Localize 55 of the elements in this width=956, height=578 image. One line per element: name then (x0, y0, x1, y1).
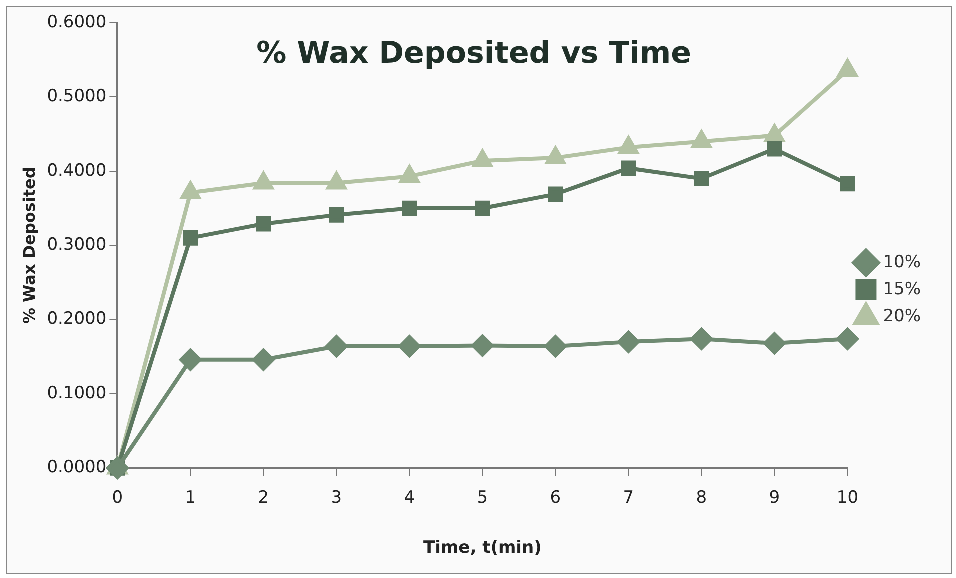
y-tick-label: 0.3000 (47, 235, 107, 256)
legend-label: 20% (883, 306, 922, 326)
point (764, 124, 785, 142)
point (621, 160, 636, 176)
x-tick-label: 2 (258, 488, 270, 508)
point (472, 334, 494, 357)
point (256, 216, 272, 232)
legend-label: 15% (883, 279, 922, 300)
point (180, 182, 200, 200)
y-tick-label: 0.1000 (47, 383, 107, 404)
x-axis-title: Time, t(min) (424, 538, 542, 558)
y-tick-label: 0.0000 (47, 458, 107, 478)
point (326, 172, 346, 190)
point (180, 348, 202, 371)
point (764, 332, 786, 355)
x-tick-label: 9 (769, 488, 780, 508)
point (398, 336, 421, 358)
point (618, 331, 640, 354)
x-tick-label: 0 (112, 488, 124, 508)
point (183, 230, 198, 246)
point (326, 336, 348, 358)
x-tick-label: 6 (550, 488, 562, 508)
point (472, 150, 492, 168)
point (767, 141, 782, 157)
x-tick-label: 10 (836, 488, 859, 508)
point (544, 336, 567, 358)
y-tick-label: 0.2000 (47, 309, 107, 330)
x-tick-label: 4 (404, 488, 416, 508)
x-tick-label: 8 (696, 488, 708, 508)
point (836, 328, 859, 350)
y-tick-label: 0.4000 (47, 160, 107, 181)
point (106, 457, 129, 480)
point (252, 348, 275, 371)
point (400, 166, 420, 184)
legend-label: 10% (883, 252, 922, 272)
point (546, 147, 566, 165)
point (402, 200, 418, 216)
x-tick-label: 1 (185, 488, 196, 508)
point (329, 208, 344, 223)
point (838, 59, 858, 77)
y-axis-title: % Wax Deposited (20, 167, 39, 324)
point (618, 136, 638, 154)
text: % Wax Deposited vs Time (256, 36, 692, 71)
x-tick-label: 3 (331, 488, 342, 508)
point (690, 328, 713, 350)
y-tick-label: 0.5000 (47, 86, 107, 107)
y-tick-label: 0.6000 (47, 12, 107, 32)
point (840, 176, 856, 192)
point (475, 200, 490, 216)
point (254, 172, 274, 190)
x-tick-label: 5 (477, 488, 488, 508)
point (694, 171, 710, 186)
point (692, 130, 712, 148)
point (548, 186, 564, 202)
x-tick-label: 7 (623, 488, 634, 508)
